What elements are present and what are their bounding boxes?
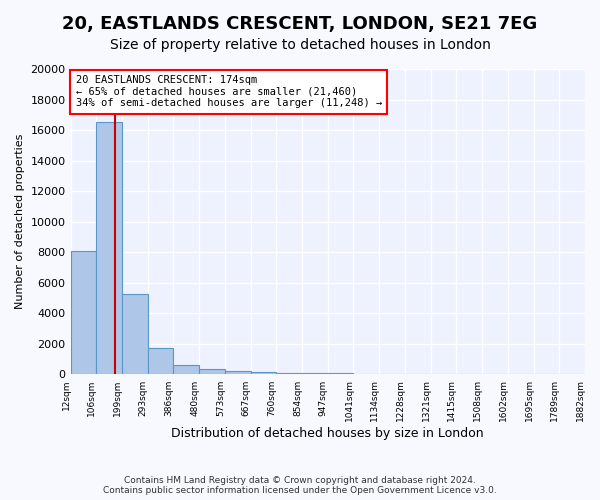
X-axis label: Distribution of detached houses by size in London: Distribution of detached houses by size …	[172, 427, 484, 440]
Bar	[251, 372, 277, 374]
Text: 20, EASTLANDS CRESCENT, LONDON, SE21 7EG: 20, EASTLANDS CRESCENT, LONDON, SE21 7EG	[62, 15, 538, 33]
Text: Size of property relative to detached houses in London: Size of property relative to detached ho…	[110, 38, 490, 52]
Bar	[96, 122, 122, 374]
Text: 20 EASTLANDS CRESCENT: 174sqm
← 65% of detached houses are smaller (21,460)
34% : 20 EASTLANDS CRESCENT: 174sqm ← 65% of d…	[76, 75, 382, 108]
Bar	[302, 373, 328, 374]
Y-axis label: Number of detached properties: Number of detached properties	[15, 134, 25, 310]
Bar	[122, 294, 148, 374]
Bar	[199, 369, 225, 374]
Bar	[173, 364, 199, 374]
Bar	[148, 348, 173, 374]
Text: Contains HM Land Registry data © Crown copyright and database right 2024.
Contai: Contains HM Land Registry data © Crown c…	[103, 476, 497, 495]
Bar	[225, 371, 251, 374]
Bar	[71, 250, 96, 374]
Bar	[277, 373, 302, 374]
